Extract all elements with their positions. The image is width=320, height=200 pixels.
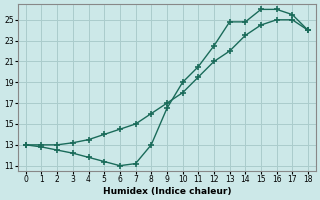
X-axis label: Humidex (Indice chaleur): Humidex (Indice chaleur) [103,187,231,196]
